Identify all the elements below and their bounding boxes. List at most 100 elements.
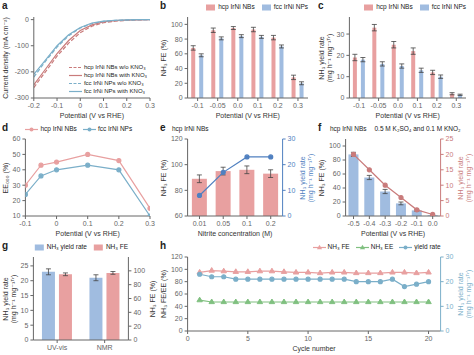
- svg-text:0.2: 0.2: [114, 220, 124, 227]
- svg-text:20: 20: [175, 80, 183, 87]
- svg-text:100: 100: [133, 267, 145, 274]
- svg-text:5: 5: [24, 322, 28, 329]
- svg-text:-0.5: -0.5: [347, 220, 359, 227]
- svg-text:20: 20: [288, 161, 296, 168]
- svg-text:30: 30: [337, 31, 345, 38]
- svg-text:0: 0: [288, 212, 292, 219]
- svg-text:-0.1: -0.1: [411, 220, 423, 227]
- svg-text:30: 30: [288, 135, 296, 142]
- svg-text:-300: -300: [15, 94, 29, 101]
- svg-text:20: 20: [337, 52, 345, 59]
- svg-text:0: 0: [179, 327, 183, 334]
- svg-text:100: 100: [329, 142, 341, 149]
- svg-text:0: 0: [340, 94, 344, 101]
- svg-text:0.3: 0.3: [145, 102, 155, 109]
- svg-text:10: 10: [13, 212, 21, 219]
- svg-text:0.1: 0.1: [83, 220, 93, 227]
- svg-text:80: 80: [175, 187, 183, 194]
- svg-text:-0.3: -0.3: [379, 220, 391, 227]
- svg-text:40: 40: [13, 166, 21, 173]
- svg-text:10: 10: [446, 182, 454, 189]
- svg-text:60: 60: [133, 295, 141, 302]
- svg-text:0: 0: [25, 16, 29, 23]
- svg-text:-0.1: -0.1: [51, 102, 63, 109]
- svg-text:80: 80: [175, 278, 183, 285]
- svg-text:100: 100: [171, 161, 183, 168]
- svg-text:0: 0: [78, 102, 82, 109]
- svg-text:80: 80: [175, 36, 183, 43]
- svg-text:0: 0: [55, 220, 59, 227]
- svg-text:-0.4: -0.4: [363, 220, 375, 227]
- svg-text:0.2: 0.2: [273, 102, 283, 109]
- svg-text:100: 100: [171, 266, 183, 273]
- svg-text:0: 0: [133, 336, 137, 343]
- svg-text:40: 40: [333, 184, 341, 191]
- svg-text:30: 30: [13, 182, 21, 189]
- svg-text:20: 20: [21, 277, 29, 284]
- svg-text:-0.05: -0.05: [371, 102, 387, 109]
- svg-text:UV-vis: UV-vis: [47, 344, 68, 351]
- svg-text:50: 50: [13, 151, 21, 158]
- svg-text:10: 10: [337, 73, 345, 80]
- svg-text:30: 30: [446, 253, 454, 260]
- svg-text:0: 0: [337, 212, 341, 219]
- svg-text:5: 5: [446, 197, 450, 204]
- svg-text:60: 60: [333, 170, 341, 177]
- svg-text:0: 0: [179, 94, 183, 101]
- svg-text:0: 0: [24, 336, 28, 343]
- svg-text:20: 20: [133, 323, 141, 330]
- svg-text:0.2: 0.2: [266, 220, 276, 227]
- svg-text:120: 120: [171, 253, 183, 260]
- svg-text:-100: -100: [15, 42, 29, 49]
- svg-text:120: 120: [171, 135, 183, 142]
- svg-text:20: 20: [175, 315, 183, 322]
- svg-text:0: 0: [446, 327, 450, 334]
- svg-text:10: 10: [21, 307, 29, 314]
- svg-text:-0.05: -0.05: [210, 102, 226, 109]
- svg-text:20: 20: [446, 151, 454, 158]
- svg-text:-0.2: -0.2: [395, 220, 407, 227]
- svg-text:25: 25: [21, 262, 29, 269]
- svg-text:0.01: 0.01: [193, 220, 207, 227]
- svg-text:80: 80: [333, 156, 341, 163]
- svg-text:0.3: 0.3: [293, 102, 303, 109]
- svg-text:10: 10: [304, 335, 312, 342]
- svg-text:0.3: 0.3: [451, 102, 461, 109]
- svg-text:15: 15: [446, 166, 454, 173]
- svg-text:-0.2: -0.2: [28, 102, 40, 109]
- svg-text:-200: -200: [15, 68, 29, 75]
- svg-text:0.1: 0.1: [413, 102, 423, 109]
- svg-text:0: 0: [186, 335, 190, 342]
- svg-text:5: 5: [246, 335, 250, 342]
- svg-text:25: 25: [446, 135, 454, 142]
- svg-text:0.05: 0.05: [216, 220, 230, 227]
- svg-text:40: 40: [133, 309, 141, 316]
- svg-text:-0.1: -0.1: [353, 102, 365, 109]
- svg-text:15: 15: [364, 335, 372, 342]
- svg-text:20: 20: [446, 278, 454, 285]
- svg-text:40: 40: [175, 303, 183, 310]
- svg-text:0.1: 0.1: [99, 102, 109, 109]
- svg-text:0.0: 0.0: [233, 102, 243, 109]
- svg-text:0.3: 0.3: [145, 220, 155, 227]
- svg-text:NMR: NMR: [97, 344, 113, 351]
- svg-text:0: 0: [446, 212, 450, 219]
- svg-text:0.0: 0.0: [428, 220, 438, 227]
- svg-text:60: 60: [175, 290, 183, 297]
- svg-text:10: 10: [288, 187, 296, 194]
- svg-text:80: 80: [133, 281, 141, 288]
- svg-text:20: 20: [333, 198, 341, 205]
- svg-text:60: 60: [175, 50, 183, 57]
- svg-text:0.1: 0.1: [242, 220, 252, 227]
- svg-text:20: 20: [425, 335, 433, 342]
- svg-text:60: 60: [175, 212, 183, 219]
- svg-text:0.1: 0.1: [253, 102, 263, 109]
- svg-text:20: 20: [13, 197, 21, 204]
- svg-text:0.2: 0.2: [432, 102, 442, 109]
- svg-text:-0.1: -0.1: [19, 220, 31, 227]
- svg-text:0.2: 0.2: [122, 102, 132, 109]
- svg-text:15: 15: [21, 292, 29, 299]
- svg-text:10: 10: [446, 303, 454, 310]
- svg-text:0.0: 0.0: [393, 102, 403, 109]
- svg-text:40: 40: [175, 65, 183, 72]
